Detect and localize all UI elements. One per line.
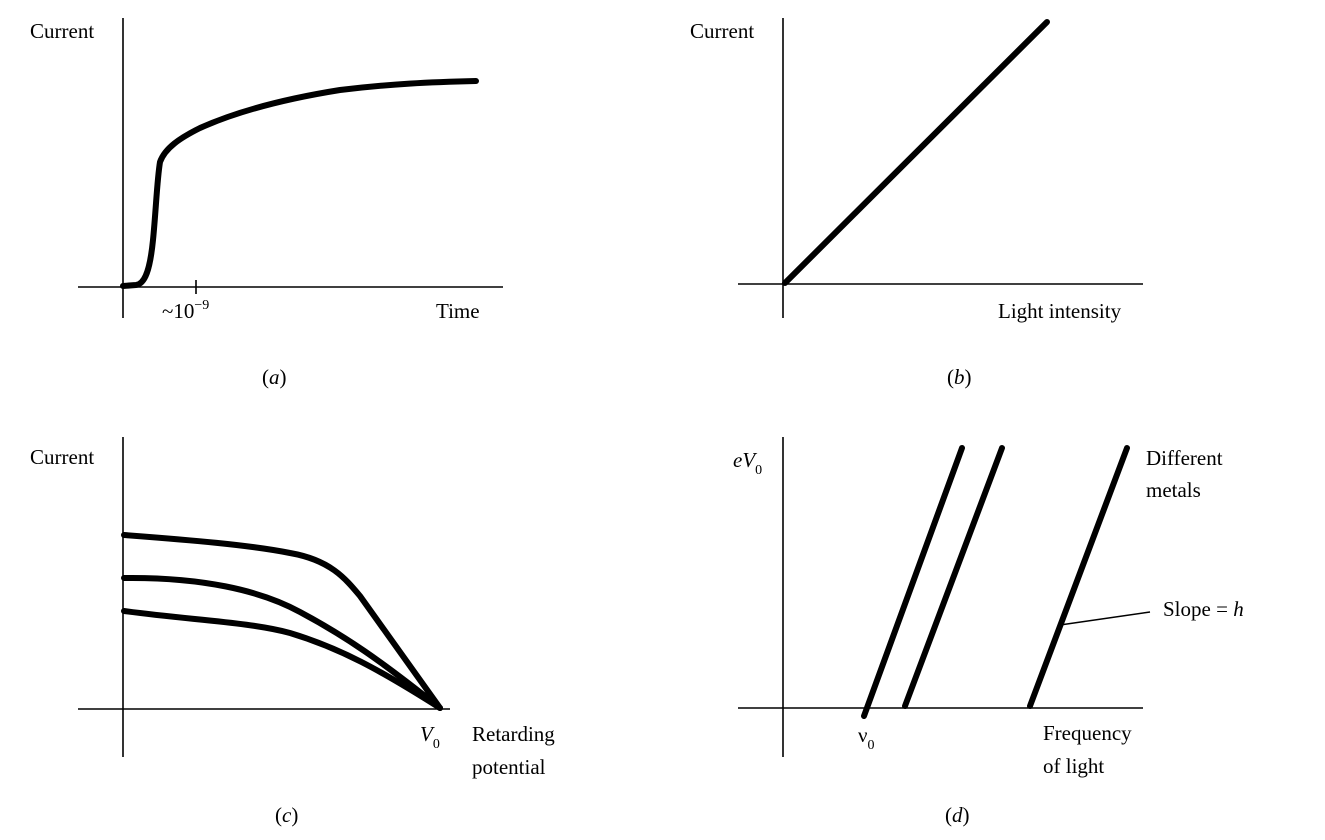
panel-d-slope-leader <box>1059 611 1151 626</box>
panel-d-y-label: eV0 <box>733 448 762 478</box>
panel-b-y-label: Current <box>690 19 754 43</box>
panel-c-caption-close: ) <box>291 803 298 827</box>
panel-a-caption-open: ( <box>262 365 269 389</box>
panel-b-caption-close: ) <box>965 365 972 389</box>
panel-c-caption: (c) <box>275 803 298 827</box>
panel-c-x-label-line1: Retarding <box>472 722 555 746</box>
panel-c-x-label-line2: potential <box>472 755 546 779</box>
panel-a-tick-exponent: −9 <box>194 298 209 313</box>
panel-c-x-marker-var: V <box>420 722 435 746</box>
panel-d: eV0 ν0 Frequency of light Different meta… <box>733 437 1244 827</box>
panel-d-x-label-line1: Frequency <box>1043 721 1132 745</box>
panel-d-slope-text: Slope = <box>1163 597 1233 621</box>
panel-a-tick-label: ~10−9 <box>162 298 209 323</box>
panel-d-metal-line-2 <box>902 445 1005 709</box>
panel-c-caption-open: ( <box>275 803 282 827</box>
panel-a-current-curve <box>120 78 479 289</box>
panel-c-curve-high <box>121 532 443 711</box>
panel-c-caption-letter: c <box>282 803 292 827</box>
panel-d-x-label-line2: of light <box>1043 754 1104 778</box>
panel-d-y-label-sub: 0 <box>755 463 762 478</box>
panel-b-caption: (b) <box>947 365 972 389</box>
panel-c-y-label: Current <box>30 445 94 469</box>
panel-d-caption-close: ) <box>963 803 970 827</box>
panel-b-caption-open: ( <box>947 365 954 389</box>
panel-c: Current V0 Retarding potential (c) <box>30 437 555 827</box>
panel-d-caption-open: ( <box>945 803 952 827</box>
panel-a-tick-base: ~10 <box>162 299 194 323</box>
panel-b-current-line <box>782 19 1050 286</box>
panel-a-caption-letter: a <box>269 365 280 389</box>
panel-d-legend-line2: metals <box>1146 478 1201 502</box>
panel-d-metal-line-3 <box>1027 445 1130 709</box>
panel-b: Current Light intensity (b) <box>690 18 1143 389</box>
panel-d-slope-label: Slope = h <box>1163 597 1244 621</box>
panel-a: Current Time ~10−9 (a) <box>30 18 503 389</box>
panel-d-y-label-var: eV <box>733 448 757 472</box>
panel-d-x-marker-sub: 0 <box>868 738 875 753</box>
panel-c-x-marker-sub: 0 <box>433 737 440 752</box>
panel-c-curve-mid <box>121 574 443 711</box>
panel-a-x-label: Time <box>436 299 480 323</box>
panel-c-x-marker: V0 <box>420 722 440 752</box>
panel-a-caption: (a) <box>262 365 287 389</box>
panel-d-x-marker: ν0 <box>858 723 875 753</box>
panel-d-caption: (d) <box>945 803 970 827</box>
panel-d-slope-var: h <box>1233 597 1244 621</box>
panel-d-legend-line1: Different <box>1146 446 1223 470</box>
panel-b-x-label: Light intensity <box>998 299 1122 323</box>
panel-a-y-label: Current <box>30 19 94 43</box>
panel-d-caption-letter: d <box>952 803 963 827</box>
panel-d-metal-line-1 <box>861 445 965 719</box>
panel-c-curve-low <box>121 608 443 711</box>
panel-b-caption-letter: b <box>954 365 965 389</box>
panel-d-x-marker-var: ν <box>858 723 868 747</box>
panel-a-caption-close: ) <box>280 365 287 389</box>
